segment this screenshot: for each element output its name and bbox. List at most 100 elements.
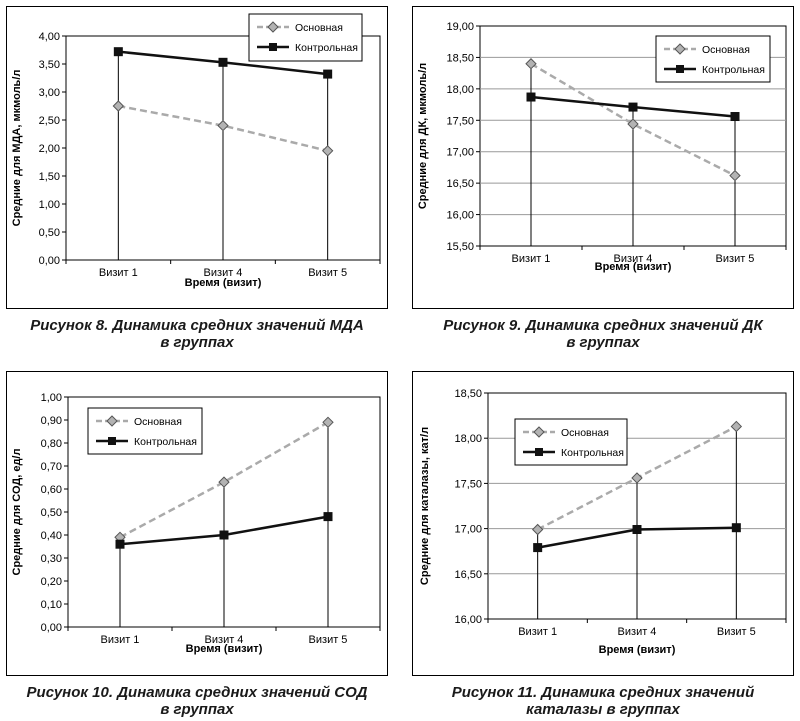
legend-marker-square xyxy=(108,437,116,445)
legend-marker-diamond xyxy=(106,415,118,427)
legend-label: Основная xyxy=(702,44,750,56)
legend-box xyxy=(248,13,363,62)
legend-box xyxy=(655,35,771,83)
figure-11-panel: 16,00 16,50 17,00 17,50 18,00 18,50 Визит 1 Виз… xyxy=(412,371,794,676)
figure-10-panel: 0,00 0,10 0,20 0,30 0,40 0,50 0,60 0,70 0,80 0,90… xyxy=(6,371,388,676)
figure-11-caption-line2: каталазы в группах xyxy=(526,701,680,718)
figure-8-panel: 0,00 0,50 1,00 1,50 2,00 2,50 3,00 3,50 4,00 Визи… xyxy=(6,6,388,309)
x-tick-label: Визит 5 xyxy=(308,267,347,279)
legend-marker-square xyxy=(535,448,543,456)
data-point-kontrolnaya xyxy=(323,512,333,522)
y-axis-title: Средние для каталазы, кат/л xyxy=(419,427,431,585)
figure-10-caption-line2: в группах xyxy=(160,701,234,718)
y-tick-label: 2,00 xyxy=(39,143,60,155)
data-point-kontrolnaya xyxy=(219,530,229,540)
figure-8-caption-line2: в группах xyxy=(160,334,234,351)
x-tick-label: Визит 5 xyxy=(716,253,755,265)
legend-label: Контрольная xyxy=(702,64,765,76)
legend-marker-square xyxy=(269,43,277,51)
y-tick-label: 17,50 xyxy=(454,478,482,490)
figure-8-caption-line1: Рисунок 8. Динамика средних значений МДА xyxy=(30,317,364,334)
figure-9-caption: Рисунок 9. Динамика средних значений ДК … xyxy=(412,317,794,351)
legend-marker-diamond xyxy=(674,43,686,55)
y-tick-label: 0,90 xyxy=(41,415,62,427)
data-point-osnovnaya xyxy=(729,169,741,182)
figure-8-caption: Рисунок 8. Динамика средних значений МДА… xyxy=(6,317,388,351)
x-tick-label: Визит 1 xyxy=(512,253,551,265)
y-tick-label: 16,00 xyxy=(446,210,474,222)
x-tick-label: Визит 4 xyxy=(204,267,243,279)
y-tick-label: 17,00 xyxy=(446,147,474,159)
series-line-osnovnaya xyxy=(530,62,736,177)
data-point-osnovnaya xyxy=(525,58,537,70)
y-axis-title: Средние для МДА, мкмоль/л xyxy=(11,70,23,227)
legend-label: Основная xyxy=(295,22,343,34)
y-tick-label: 1,50 xyxy=(39,171,60,183)
x-tick-label: Визит 5 xyxy=(309,634,348,646)
y-tick-label: 0,70 xyxy=(41,461,62,473)
y-tick-label: 18,50 xyxy=(454,388,482,400)
x-tick-label: Визит 1 xyxy=(518,626,557,638)
x-axis-title: Время (визит) xyxy=(599,644,676,656)
legend-label: Контрольная xyxy=(561,447,624,459)
y-tick-label: 0,00 xyxy=(41,622,62,634)
y-tick-label: 17,50 xyxy=(446,115,474,127)
y-tick-label: 1,00 xyxy=(39,199,60,211)
legend-label: Основная xyxy=(134,416,182,428)
figure-8-chart: 0,00 0,50 1,00 1,50 2,00 2,50 3,00 3,50 4,00 Визи… xyxy=(11,13,381,289)
legend-marker-diamond xyxy=(533,426,545,438)
figure-11-caption: Рисунок 11. Динамика средних значений ка… xyxy=(412,684,794,718)
x-tick-label: Визит 4 xyxy=(205,634,244,646)
x-axis-title: Время (визит) xyxy=(595,261,672,273)
data-point-kontrolnaya xyxy=(218,57,228,67)
y-tick-label: 18,00 xyxy=(454,433,482,445)
x-tick-label: Визит 5 xyxy=(717,626,756,638)
data-point-kontrolnaya xyxy=(113,47,123,57)
y-tick-label: 19,00 xyxy=(446,21,474,33)
y-tick-label: 4,00 xyxy=(39,31,60,43)
data-point-kontrolnaya xyxy=(730,112,740,122)
data-point-osnovnaya xyxy=(322,416,334,429)
legend-box xyxy=(87,407,203,455)
data-point-osnovnaya xyxy=(112,100,125,112)
y-tick-label: 16,50 xyxy=(446,178,474,190)
y-tick-label: 17,00 xyxy=(454,524,482,536)
y-tick-label: 0,60 xyxy=(41,484,62,496)
data-point-osnovnaya xyxy=(217,119,229,132)
figure-11-chart: 16,00 16,50 17,00 17,50 18,00 18,50 Визит 1 Виз… xyxy=(419,388,787,656)
data-point-osnovnaya xyxy=(730,420,743,433)
data-point-kontrolnaya xyxy=(632,525,642,535)
data-point-kontrolnaya xyxy=(533,543,543,553)
y-tick-label: 18,00 xyxy=(446,84,474,96)
figure-9-caption-line1: Рисунок 9. Динамика средних значений ДК xyxy=(443,317,763,334)
y-tick-label: 16,00 xyxy=(454,614,482,626)
legend-label: Контрольная xyxy=(134,436,197,448)
data-point-osnovnaya xyxy=(627,118,639,130)
y-tick-label: 0,00 xyxy=(39,255,60,267)
y-tick-label: 15,50 xyxy=(446,241,474,253)
figure-9-caption-line2: в группах xyxy=(566,334,640,351)
data-point-kontrolnaya xyxy=(731,523,741,533)
data-point-osnovnaya xyxy=(531,523,544,536)
legend-marker-square xyxy=(676,65,684,73)
y-tick-label: 0,40 xyxy=(41,530,62,542)
data-point-osnovnaya xyxy=(321,145,334,157)
data-point-kontrolnaya xyxy=(115,539,125,549)
series-line-osnovnaya xyxy=(118,104,328,153)
figure-10-caption: Рисунок 10. Динамика средних значений СО… xyxy=(6,684,388,718)
legend-label: Контрольная xyxy=(295,42,358,54)
y-tick-label: 16,50 xyxy=(454,569,482,581)
y-tick-label: 18,50 xyxy=(446,52,474,64)
x-tick-label: Визит 1 xyxy=(99,267,138,279)
data-point-osnovnaya xyxy=(631,472,643,484)
y-tick-label: 0,20 xyxy=(41,576,62,588)
data-point-osnovnaya xyxy=(218,476,230,488)
y-tick-label: 1,00 xyxy=(41,392,62,404)
x-axis-title: Время (визит) xyxy=(186,643,263,655)
legend-marker-diamond xyxy=(267,21,279,33)
y-tick-label: 3,50 xyxy=(39,59,60,71)
figure-10-caption-line1: Рисунок 10. Динамика средних значений СО… xyxy=(26,684,368,701)
x-tick-label: Визит 1 xyxy=(101,634,140,646)
figure-9-panel: 15,50 16,00 16,50 17,00 17,50 18,00 18,50 19,00… xyxy=(412,6,794,309)
figure-11-caption-line1: Рисунок 11. Динамика средних значений xyxy=(451,684,755,701)
